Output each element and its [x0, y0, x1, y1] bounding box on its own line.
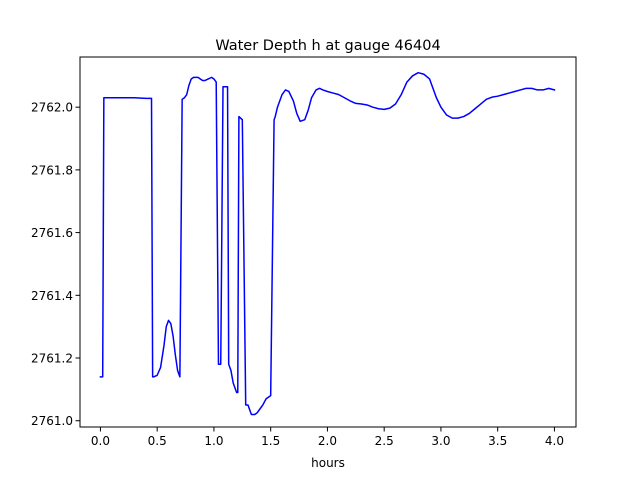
x-tick-label: 0.0 — [91, 434, 110, 448]
x-axis: 0.0 0.5 1.0 1.5 2.0 2.5 3.0 3.5 4.0 — [91, 427, 564, 448]
x-tick-label: 2.5 — [375, 434, 394, 448]
x-tick-label: 0.5 — [148, 434, 167, 448]
series-layer — [99, 71, 556, 416]
x-axis-label: hours — [311, 456, 345, 470]
y-tick-label: 2761.8 — [31, 163, 73, 177]
y-tick-label: 2761.2 — [31, 352, 73, 366]
plot-background — [80, 57, 576, 427]
x-tick-label: 2.0 — [318, 434, 337, 448]
y-tick-label: 2761.6 — [31, 226, 73, 240]
x-tick-label: 3.0 — [431, 434, 450, 448]
y-tick-label: 2761.4 — [31, 289, 73, 303]
x-tick-label: 1.5 — [261, 434, 280, 448]
plot-frame — [79, 56, 577, 428]
x-tick-label: 4.0 — [545, 434, 564, 448]
plot-area — [79, 56, 577, 428]
y-tick-label: 2762.0 — [31, 101, 73, 115]
y-tick-label: 2761.0 — [31, 414, 73, 428]
y-axis: 2761.0 2761.2 2761.4 2761.6 2761.8 2762.0 — [31, 101, 80, 428]
x-tick-label: 1.0 — [204, 434, 223, 448]
x-tick-label: 3.5 — [488, 434, 507, 448]
series-line — [99, 71, 556, 416]
chart-title: Water Depth h at gauge 46404 — [215, 38, 440, 54]
